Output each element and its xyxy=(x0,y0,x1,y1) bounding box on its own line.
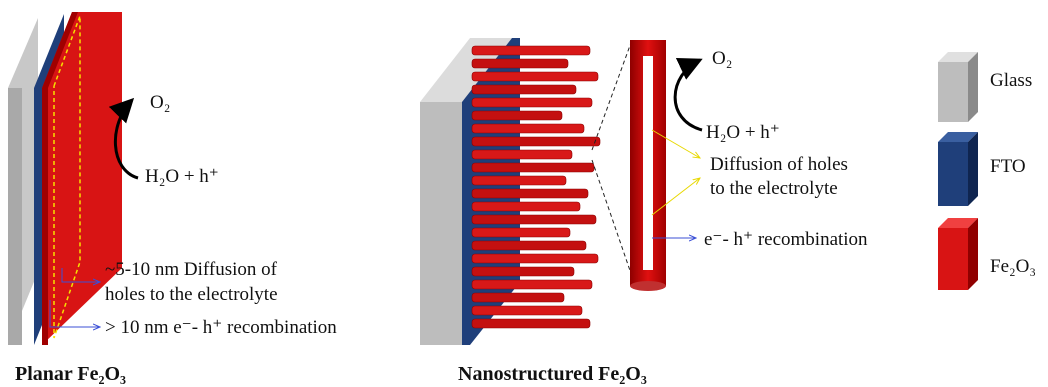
nanorod xyxy=(472,163,594,172)
annotation: Diffusion of holes xyxy=(710,154,848,175)
reaction-label: H₂O + h⁺ xyxy=(706,122,780,143)
nanorod xyxy=(472,267,574,276)
product-label: O₂ xyxy=(150,92,170,113)
legend-label: FTO xyxy=(990,156,1026,177)
legend-label: Fe₂O₃ xyxy=(990,256,1036,277)
nanorod xyxy=(472,254,598,263)
annotation: holes to the electrolyte xyxy=(105,284,278,305)
nanorod xyxy=(472,150,572,159)
glass-layer xyxy=(420,102,462,345)
nanorod xyxy=(472,319,590,328)
nanorod xyxy=(472,137,600,146)
nanorod xyxy=(472,59,568,68)
zoom-line xyxy=(592,160,636,288)
nanorod-base xyxy=(630,281,666,291)
reaction-arrow xyxy=(675,60,702,130)
legend-swatch xyxy=(938,62,968,122)
annotation: to the electrolyte xyxy=(710,178,838,199)
caption: Planar Fe₂O₃ xyxy=(15,363,126,385)
zoom-line xyxy=(592,40,632,150)
page: O₂ H₂O + h⁺ ~5-10 nm Diffusion of holes … xyxy=(0,0,1048,387)
nanorod xyxy=(472,241,586,250)
nanorod xyxy=(472,280,592,289)
legend-swatch xyxy=(968,52,978,122)
nanorod xyxy=(472,189,588,198)
nano-stack xyxy=(420,38,600,345)
nanorod xyxy=(472,85,576,94)
nanorod xyxy=(472,98,592,107)
annotation: > 10 nm e⁻- h⁺ recombination xyxy=(105,317,337,338)
nanorod-core xyxy=(643,56,653,270)
caption: Nanostructured Fe₂O₃ xyxy=(458,363,647,385)
nanorod xyxy=(472,202,580,211)
reaction-label: H₂O + h⁺ xyxy=(145,166,219,187)
legend-swatch xyxy=(968,218,978,290)
nanorod xyxy=(472,46,590,55)
nanorod xyxy=(472,306,582,315)
nanorod xyxy=(472,228,570,237)
annotation: e⁻- h⁺ recombination xyxy=(704,229,868,250)
nanorod xyxy=(472,124,584,133)
legend-swatch xyxy=(938,228,968,290)
diagram: O₂ H₂O + h⁺ ~5-10 nm Diffusion of holes … xyxy=(0,0,1048,387)
nanorod xyxy=(472,293,564,302)
nanorod xyxy=(472,111,562,120)
legend-swatch xyxy=(968,132,978,206)
nanorod xyxy=(472,215,596,224)
nanorod xyxy=(472,176,566,185)
legend-label: Glass xyxy=(990,70,1032,91)
product-label: O₂ xyxy=(712,48,732,69)
glass-edge xyxy=(8,88,22,345)
annotation: ~5-10 nm Diffusion of xyxy=(105,259,278,280)
nanorod xyxy=(472,72,598,81)
legend-swatch xyxy=(938,142,968,206)
legend: Glass FTO Fe₂O₃ xyxy=(938,52,1036,290)
